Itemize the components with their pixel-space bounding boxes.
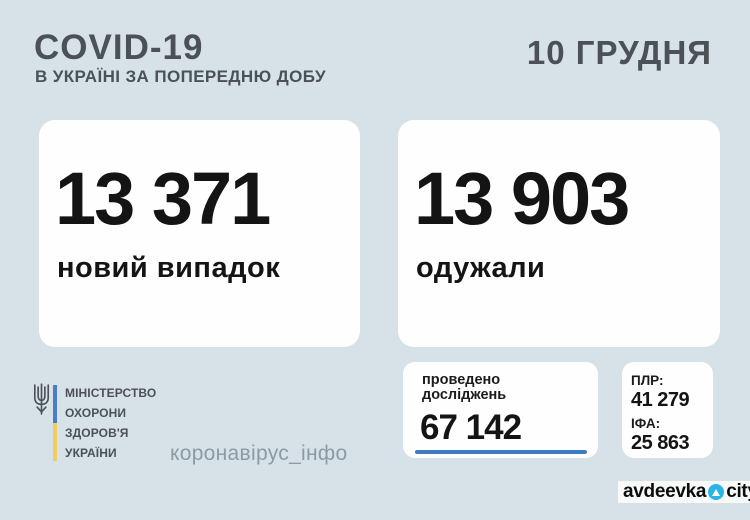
ministry-logo: МІНІСТЕРСТВО ОХОРОНИ ЗДОРОВ'Я УКРАЇНИ	[30, 383, 180, 463]
ministry-name: МІНІСТЕРСТВО ОХОРОНИ ЗДОРОВ'Я УКРАЇНИ	[65, 383, 156, 463]
ifa-label: ІФА:	[631, 416, 661, 431]
recovered-value: 13 903	[414, 157, 630, 240]
accent-underline	[415, 450, 587, 454]
watermark: avdeevka city	[618, 481, 750, 503]
new-cases-label: новий випадок	[57, 252, 281, 284]
plr-label: ПЛР:	[631, 373, 664, 388]
trident-icon	[33, 383, 50, 415]
labs-card: ПЛР: 41 279 ІФА: 25 863	[622, 362, 713, 458]
watermark-prefix: avdeevka	[623, 481, 707, 502]
ministry-line: УКРАЇНИ	[65, 446, 117, 460]
avdeevka-logo-icon	[708, 484, 725, 500]
recovered-card: 13 903 одужали	[398, 120, 720, 347]
recovered-label: одужали	[416, 252, 546, 284]
tests-label: проведено досліджень	[422, 372, 507, 403]
channel-name: коронавірус_інфо	[170, 442, 348, 465]
tests-value: 67 142	[420, 408, 522, 447]
new-cases-value: 13 371	[55, 157, 271, 240]
new-cases-card: 13 371 новий випадок	[39, 120, 360, 347]
tests-card: проведено досліджень 67 142	[403, 362, 598, 458]
date-label: 10 ГРУДНЯ	[526, 34, 712, 71]
ministry-line: МІНІСТЕРСТВО	[65, 386, 157, 400]
ifa-value: 25 863	[631, 432, 690, 454]
page-title: COVID-19	[34, 28, 204, 67]
ministry-line: ЗДОРОВ'Я	[65, 426, 129, 440]
ministry-line: ОХОРОНИ	[65, 406, 127, 420]
page-subtitle: В УКРАЇНІ ЗА ПОПЕРЕДНЮ ДОБУ	[35, 67, 326, 86]
plr-value: 41 279	[631, 389, 690, 411]
watermark-suffix: city	[726, 481, 750, 502]
flag-bar-icon	[53, 385, 57, 461]
